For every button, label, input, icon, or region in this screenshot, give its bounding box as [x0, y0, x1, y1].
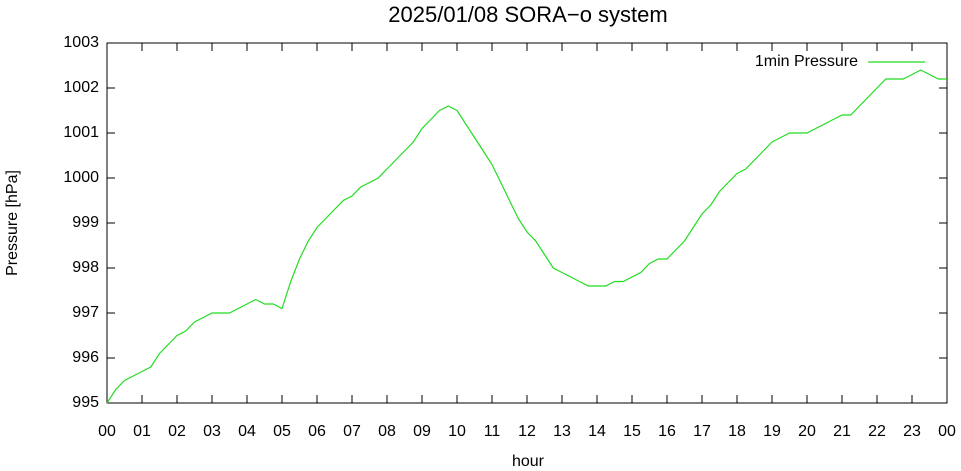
x-tick-label: 08 — [378, 423, 396, 440]
x-tick-label: 09 — [413, 423, 431, 440]
x-tick-label: 20 — [798, 423, 816, 440]
y-tick-label: 1001 — [63, 124, 99, 141]
x-tick-label: 03 — [203, 423, 221, 440]
y-tick-label: 1000 — [63, 169, 99, 186]
y-tick-label: 999 — [72, 214, 99, 231]
x-tick-label: 00 — [938, 423, 956, 440]
y-tick-label: 996 — [72, 349, 99, 366]
x-tick-label: 04 — [238, 423, 256, 440]
x-tick-label: 21 — [833, 423, 851, 440]
x-axis-label: hour — [512, 453, 545, 470]
x-tick-label: 23 — [903, 423, 921, 440]
x-tick-label: 02 — [168, 423, 186, 440]
x-tick-label: 01 — [133, 423, 151, 440]
x-tick-label: 12 — [518, 423, 536, 440]
chart-title: 2025/01/08 SORA−o system — [388, 2, 667, 27]
data-line — [106, 69, 947, 404]
x-tick-label: 06 — [308, 423, 326, 440]
x-tick-label: 15 — [623, 423, 641, 440]
x-tick-label: 22 — [868, 423, 886, 440]
x-tick-label: 18 — [728, 423, 746, 440]
y-axis-label: Pressure [hPa] — [4, 170, 21, 276]
plot-frame — [106, 42, 948, 404]
x-tick-label: 19 — [763, 423, 781, 440]
y-tick-label: 1003 — [63, 34, 99, 51]
x-tick-label: 14 — [588, 423, 606, 440]
y-tick-label: 995 — [72, 394, 99, 411]
legend-label: 1min Pressure — [755, 53, 858, 70]
x-tick-label: 17 — [693, 423, 711, 440]
x-tick-label: 13 — [553, 423, 571, 440]
x-tick-label: 07 — [343, 423, 361, 440]
x-tick-label: 05 — [273, 423, 291, 440]
x-tick-label: 00 — [98, 423, 116, 440]
x-tick-label: 10 — [448, 423, 466, 440]
y-tick-label: 998 — [72, 259, 99, 276]
x-tick-label: 16 — [658, 423, 676, 440]
y-tick-label: 997 — [72, 304, 99, 321]
y-tick-label: 1002 — [63, 79, 99, 96]
x-tick-label: 11 — [484, 423, 501, 440]
